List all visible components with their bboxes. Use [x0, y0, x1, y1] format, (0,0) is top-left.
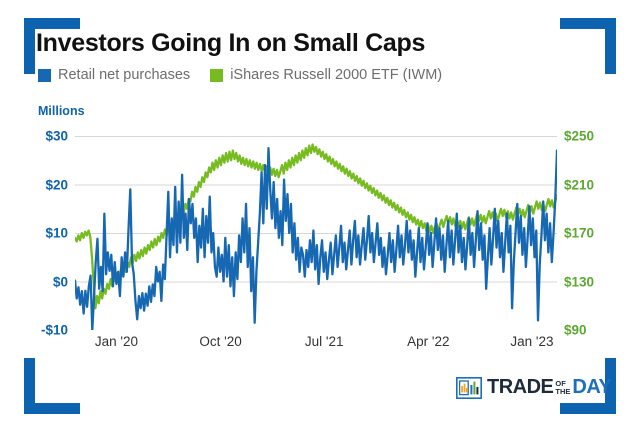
square-swatch-icon: [38, 68, 51, 82]
left-axis: $30 $20 $10 $0 -$10: [0, 129, 68, 338]
legend-label-iwm: iShares Russell 2000 ETF (IWM): [230, 67, 443, 83]
logo-wordmark: TRADE OF THE DAY: [487, 376, 612, 399]
right-axis-tick-label: $170: [564, 225, 595, 241]
left-axis-tick-label: $0: [52, 274, 68, 289]
plot-area: [75, 136, 557, 330]
series-line-iwm: [75, 143, 557, 310]
y-axis-units-label: Millions: [38, 104, 85, 118]
brand-logo: TRADE OF THE DAY: [456, 376, 612, 399]
x-axis-tick-label: Jan '23: [510, 334, 554, 349]
legend-item-retail: Retail net purchases: [38, 67, 190, 83]
x-axis-tick-label: Oct '20: [199, 334, 242, 349]
left-axis-tick-label: $30: [45, 128, 68, 144]
logo-word-the: THE: [555, 386, 571, 396]
legend-item-iwm: iShares Russell 2000 ETF (IWM): [210, 67, 442, 83]
corner-bracket-top-right: [560, 18, 616, 74]
square-swatch-icon: [210, 68, 224, 82]
chart-legend: Retail net purchases iShares Russell 200…: [38, 67, 442, 83]
plot-svg: [75, 136, 557, 330]
series-line-retail: [75, 146, 557, 330]
right-axis-tick-label: $90: [564, 322, 587, 338]
bar-chart-icon: [456, 376, 482, 399]
x-axis: Jan '20 Oct '20 Jul '21 Apr '22 Jan '23: [75, 334, 557, 356]
x-axis-tick-label: Jan '20: [94, 334, 138, 349]
x-axis-tick-label: Apr '22: [407, 334, 450, 349]
right-axis-tick-label: $210: [564, 177, 595, 192]
corner-bracket-bottom-left: [24, 358, 80, 414]
left-axis-tick-label: -$10: [40, 322, 68, 338]
logo-word-of: OF: [555, 379, 566, 388]
left-axis-tick-label: $20: [45, 177, 68, 192]
logo-of-the-stack: OF THE: [555, 380, 570, 395]
chart-title: Investors Going In on Small Caps: [36, 29, 426, 57]
logo-word-day: DAY: [572, 376, 612, 398]
x-axis-tick-label: Jul '21: [304, 334, 344, 349]
right-axis-tick-label: $250: [564, 128, 595, 144]
left-axis-tick-label: $10: [45, 225, 68, 241]
legend-label-retail: Retail net purchases: [58, 67, 191, 83]
right-axis: $250 $210 $170 $130 $90: [564, 129, 634, 338]
logo-word-trade: TRADE: [487, 376, 554, 398]
right-axis-tick-label: $130: [564, 274, 595, 289]
